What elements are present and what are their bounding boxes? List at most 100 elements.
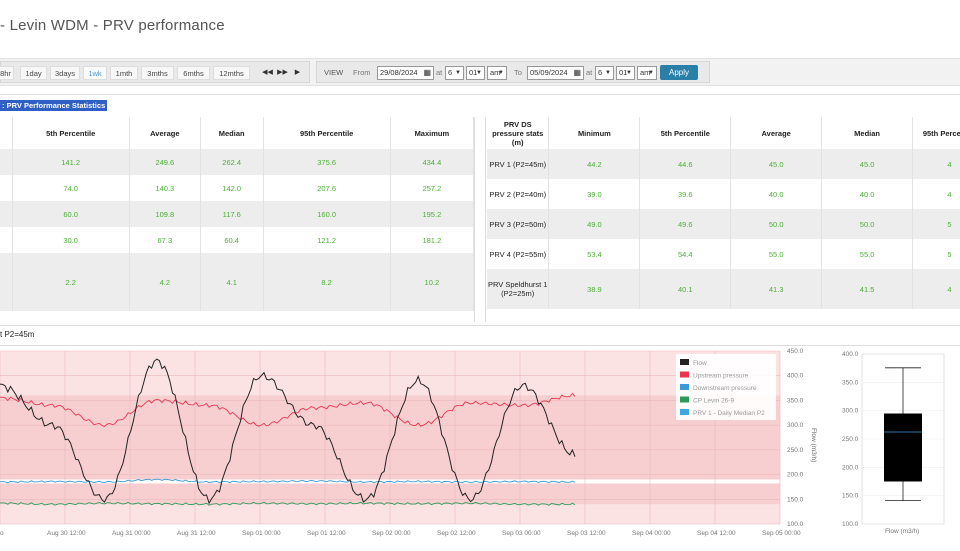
toolbar: 8hr 1day 3days 1wk 1mth 3mths 6mths 12mt… <box>0 58 960 86</box>
from-minute-select[interactable]: 01 ▼ <box>466 66 485 80</box>
x-tick-label: Aug 31 00:00 <box>112 530 151 537</box>
legend-label: Upstream pressure <box>693 373 749 380</box>
prv-row-label: PRV Speldhurst 1 (P2=25m) <box>487 269 550 309</box>
x-tick-label: Sep 01 12:00 <box>307 530 346 537</box>
table-cell: 50.0 <box>821 209 914 239</box>
view-label: VIEW <box>324 68 344 77</box>
series-line-cp-levin-26-9 <box>0 501 576 506</box>
y-tick-label: 250.0 <box>787 447 804 454</box>
chart-legend: Flow Upstream pressure Downstream pressure… <box>676 354 776 420</box>
table-cell: 49.0 <box>548 209 641 239</box>
from-ampm-select[interactable]: am ▼ <box>487 66 507 80</box>
range-1day-button[interactable]: 1day <box>20 66 47 80</box>
legend-swatch <box>680 384 689 390</box>
y-tick-label: 150.0 <box>787 496 804 503</box>
table-cell: 4 <box>912 149 960 179</box>
to-ampm-select[interactable]: am ▼ <box>637 66 657 80</box>
play-icon[interactable]: ▶ <box>294 69 301 76</box>
rewind-icon[interactable]: ◀◀ <box>262 69 273 76</box>
time-series-chart[interactable]: o Aug 30 12:00 Aug 31 00:00 Aug 31 12:00 Sep… <box>0 346 960 551</box>
range-6mths-button[interactable]: 6mths <box>177 66 210 80</box>
from-date-field[interactable]: 29/08/2024 ▦ <box>377 66 434 80</box>
boxplot-tick-label: 400.0 <box>842 351 859 358</box>
x-tick-label: Sep 05 00:00 <box>762 530 801 537</box>
table-cell: 60.0 <box>12 201 130 227</box>
page-title: - Levin WDM - PRV performance <box>0 17 225 34</box>
table-cell: 2.2 <box>12 253 130 311</box>
boxplot-tick-label: 350.0 <box>842 379 859 386</box>
chevron-down-icon: ▼ <box>648 70 654 76</box>
legend-label: Downstream pressure <box>693 385 757 392</box>
table-cell: 53.4 <box>548 239 641 269</box>
boxplot-tick-label: 150.0 <box>842 493 859 500</box>
table-cell: 140.3 <box>129 175 201 201</box>
table-cell: 40.0 <box>730 179 823 209</box>
table-row: PRV 3 (P2=50m) 49.0 49.6 50.0 50.0 5 <box>487 209 960 239</box>
series-line-flow <box>0 358 576 505</box>
table-cell: 55.0 <box>730 239 823 269</box>
table-cell <box>0 253 13 311</box>
fast-forward-icon[interactable]: ▶▶ <box>277 69 288 76</box>
table-cell: 45.0 <box>730 149 823 179</box>
table-cell: 60.4 <box>200 227 264 253</box>
table-cell: 5 <box>912 209 960 239</box>
table-cell: 207.6 <box>263 175 391 201</box>
x-tick-label: Sep 02 12:00 <box>437 530 476 537</box>
to-ampm-value: am <box>640 68 651 77</box>
to-hour-select[interactable]: 6 ▼ <box>595 66 614 80</box>
x-tick-label: Sep 03 12:00 <box>567 530 606 537</box>
table-cell: 67.3 <box>129 227 201 253</box>
to-minute-select[interactable]: 01 ▼ <box>616 66 635 80</box>
y-tick-label: 350.0 <box>787 397 804 404</box>
chevron-down-icon: ▼ <box>476 70 482 76</box>
calendar-icon[interactable]: ▦ <box>423 68 431 77</box>
chart-separator <box>0 345 960 346</box>
range-1mth-button[interactable]: 1mth <box>110 66 138 80</box>
table-cell <box>0 175 13 201</box>
from-minute-value: 01 <box>469 68 478 77</box>
range-8hr-button[interactable]: 8hr <box>0 66 14 80</box>
table-cell: 249.6 <box>129 149 201 175</box>
table-cell: 5 <box>912 239 960 269</box>
prv-statistics-panel: : PRV Performance Statistics 5th Percent… <box>0 94 960 324</box>
col-5th-percentile: 5th Percentile <box>12 117 130 149</box>
table-cell: 55.0 <box>821 239 914 269</box>
table-cell: 257.2 <box>390 175 475 201</box>
calendar-icon[interactable]: ▦ <box>573 68 581 77</box>
table-cell: 40.0 <box>821 179 914 209</box>
boxplot-tick-label: 250.0 <box>842 436 859 443</box>
chevron-down-icon: ▼ <box>605 70 611 76</box>
table-divider <box>474 117 486 322</box>
x-tick-label: Aug 31 12:00 <box>177 530 216 537</box>
to-date-field[interactable]: 05/09/2024 ▦ <box>527 66 584 80</box>
range-1wk-button[interactable]: 1wk <box>83 66 107 80</box>
x-tick-label: Sep 04 00:00 <box>632 530 671 537</box>
table-cell: 39.6 <box>639 179 732 209</box>
table-cell: 117.6 <box>200 201 264 227</box>
table-cell: 54.4 <box>639 239 732 269</box>
range-12mths-button[interactable]: 12mths <box>213 66 250 80</box>
table-cell: 50.0 <box>730 209 823 239</box>
from-date-value: 29/08/2024 <box>380 68 418 77</box>
legend-background <box>676 354 776 420</box>
range-3days-button[interactable]: 3days <box>50 66 80 80</box>
legend-label: PRV 1 - Daily Median P2 <box>693 410 765 417</box>
table-cell: 41.5 <box>821 269 914 309</box>
col-median: Median <box>821 117 914 149</box>
apply-button[interactable]: Apply <box>660 65 698 80</box>
col-average: Average <box>129 117 201 149</box>
to-at-label: at <box>586 68 593 77</box>
y-tick-label: 400.0 <box>787 373 804 380</box>
x-tick-label: Sep 04 12:00 <box>697 530 736 537</box>
y-tick-label: 450.0 <box>787 348 804 355</box>
table-header-cell <box>0 117 13 149</box>
from-hour-select[interactable]: 6 ▼ <box>445 66 464 80</box>
table-cell: 121.2 <box>263 227 391 253</box>
to-hour-value: 6 <box>598 68 603 77</box>
x-tick-label: Sep 02 00:00 <box>372 530 411 537</box>
table-cell: 44.6 <box>639 149 732 179</box>
x-tick-label: Aug 30 12:00 <box>47 530 86 537</box>
range-3mths-button[interactable]: 3mths <box>141 66 174 80</box>
col-median: Median <box>200 117 264 149</box>
boxplot-box <box>884 413 922 482</box>
